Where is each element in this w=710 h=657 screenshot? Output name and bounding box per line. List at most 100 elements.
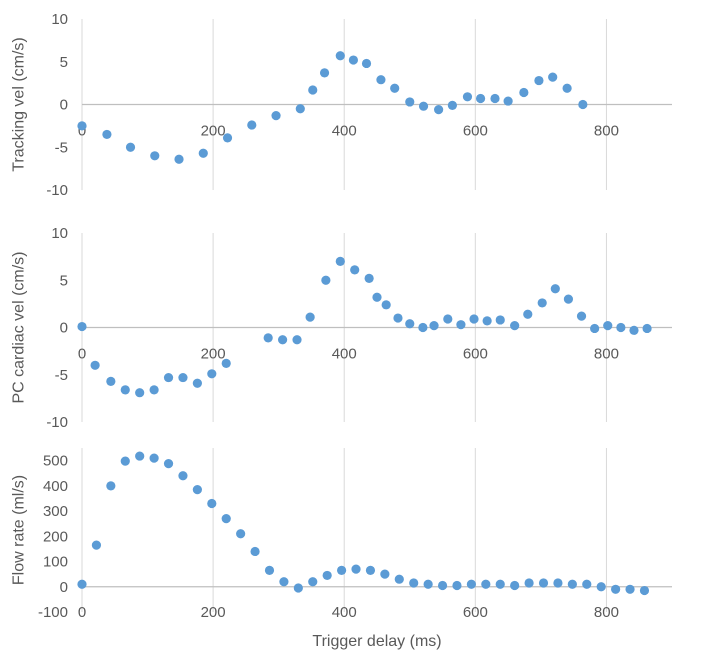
data-points <box>77 51 588 164</box>
data-point <box>279 577 289 587</box>
data-point <box>394 574 404 584</box>
x-tick-label: 0 <box>78 604 86 621</box>
data-point <box>381 300 391 310</box>
data-point <box>548 72 558 82</box>
data-point <box>452 580 462 591</box>
data-point <box>120 385 130 395</box>
data-point <box>490 93 500 104</box>
data-point <box>264 565 275 575</box>
data-point <box>553 578 563 588</box>
y-tick-label: 0 <box>60 97 68 114</box>
data-point <box>222 133 233 143</box>
panel-tracking-vel: -10 -5 0 5 10 0 200 400 600 800 Tracking vel (cm… <box>11 11 672 199</box>
x-tick-label: 200 <box>201 123 226 140</box>
data-point <box>77 121 87 131</box>
data-point <box>616 322 626 333</box>
data-point <box>91 540 102 550</box>
data-point <box>390 83 400 93</box>
data-point <box>221 514 231 524</box>
data-point <box>207 369 217 379</box>
x-tick-label: 800 <box>594 346 619 363</box>
y-tick-label: -10 <box>46 414 68 431</box>
x-axis-title: Trigger delay (ms) <box>312 633 441 650</box>
data-point <box>351 564 361 574</box>
y-tick-label: 10 <box>51 11 68 28</box>
data-point <box>481 579 491 589</box>
x-tick-label: 400 <box>332 123 357 140</box>
data-point <box>106 376 116 386</box>
data-point <box>567 579 577 589</box>
data-point <box>639 585 650 596</box>
data-point <box>447 100 457 110</box>
x-tick-label: 200 <box>201 604 226 621</box>
data-points <box>77 451 650 596</box>
data-point <box>120 456 130 466</box>
x-tick-label: 400 <box>332 604 357 621</box>
y-tick-label: 400 <box>43 478 68 495</box>
data-point <box>198 148 208 158</box>
data-point <box>495 315 505 325</box>
data-point <box>308 85 318 95</box>
data-point <box>642 323 652 334</box>
x-tick-label: 0 <box>78 346 86 363</box>
data-point <box>361 58 372 69</box>
data-point <box>510 580 520 591</box>
data-point <box>562 83 572 93</box>
data-point <box>409 578 419 588</box>
data-point <box>429 321 439 331</box>
data-point <box>393 313 403 323</box>
data-point <box>550 284 560 294</box>
y-tick-labels: -10 -5 0 5 10 <box>46 225 68 431</box>
panel-flow-rate: -100 0 100 200 300 400 500 0 200 400 600 800 Flow … <box>11 448 672 621</box>
data-point <box>292 335 302 345</box>
data-point <box>319 68 330 78</box>
x-tick-labels: 0 200 400 600 800 <box>78 123 619 140</box>
data-point <box>174 154 184 164</box>
data-point <box>475 93 486 104</box>
x-tick-label: 400 <box>332 346 357 363</box>
data-point <box>372 292 382 302</box>
data-point <box>423 579 433 589</box>
data-point <box>376 75 386 85</box>
data-point <box>418 322 428 333</box>
data-point <box>335 51 345 61</box>
data-point <box>437 580 448 591</box>
y-axis-label: PC cardiac vel (cm/s) <box>11 251 28 403</box>
data-point <box>469 314 479 324</box>
data-point <box>263 333 273 343</box>
x-tick-label: 0 <box>78 123 86 140</box>
data-point <box>150 151 160 161</box>
data-point <box>534 75 544 86</box>
data-point <box>305 312 315 322</box>
data-point <box>308 577 318 587</box>
data-point <box>337 565 347 575</box>
data-point <box>77 321 87 332</box>
data-point <box>350 265 360 275</box>
y-tick-label: -10 <box>46 182 68 199</box>
y-tick-label: 300 <box>43 503 68 520</box>
data-point <box>563 294 574 304</box>
x-tick-label: 800 <box>594 123 619 140</box>
data-point <box>364 273 374 283</box>
data-point <box>192 485 202 495</box>
y-tick-label: 5 <box>60 272 68 289</box>
data-point <box>603 321 613 331</box>
data-point <box>582 579 592 589</box>
x-tick-label: 800 <box>594 604 619 621</box>
data-point <box>271 111 281 121</box>
data-point <box>456 320 466 330</box>
panel-pc-cardiac-vel: -10 -5 0 5 10 0 200 400 600 800 PC cardiac vel (… <box>11 225 672 431</box>
data-point <box>149 385 159 395</box>
data-point <box>335 256 345 266</box>
y-tick-label: 200 <box>43 528 68 545</box>
x-tick-labels: 0 200 400 600 800 <box>78 604 619 621</box>
data-point <box>523 309 533 319</box>
data-point <box>178 372 188 383</box>
y-tick-label: 0 <box>60 579 68 596</box>
y-tick-labels: -10 -5 0 5 10 <box>46 11 68 199</box>
data-point <box>250 546 260 557</box>
data-point <box>221 358 231 369</box>
y-tick-label: 10 <box>51 225 68 242</box>
data-point <box>77 579 87 589</box>
